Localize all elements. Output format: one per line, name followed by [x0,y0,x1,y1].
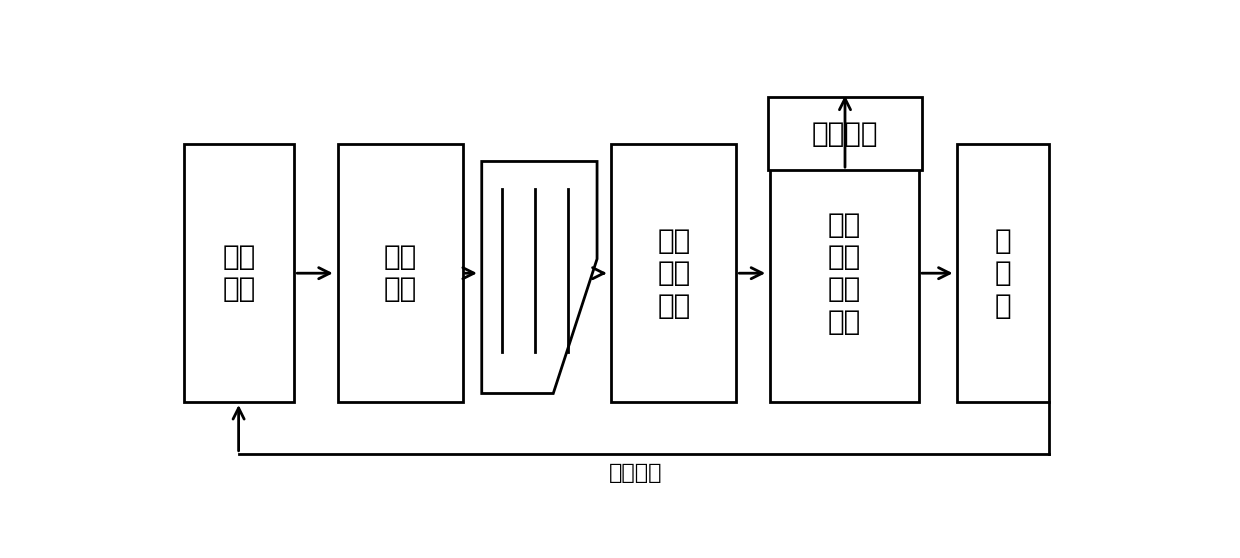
Bar [770,145,919,402]
Text: 送丝
机构: 送丝 机构 [222,243,255,304]
Bar [611,145,737,402]
Text: 显示单元: 显示单元 [812,119,878,147]
Bar [337,145,463,402]
Bar [184,145,294,402]
Polygon shape [481,161,596,393]
Bar [957,145,1049,402]
Bar [768,97,921,170]
Text: 曲面
拟合
软件
开发: 曲面 拟合 软件 开发 [828,210,861,336]
Text: 成形
表面: 成形 表面 [383,243,417,304]
Text: 上
位
机: 上 位 机 [994,227,1012,320]
Text: 反馈指令: 反馈指令 [609,463,662,483]
Text: 传感
器控
制器: 传感 器控 制器 [657,227,691,320]
